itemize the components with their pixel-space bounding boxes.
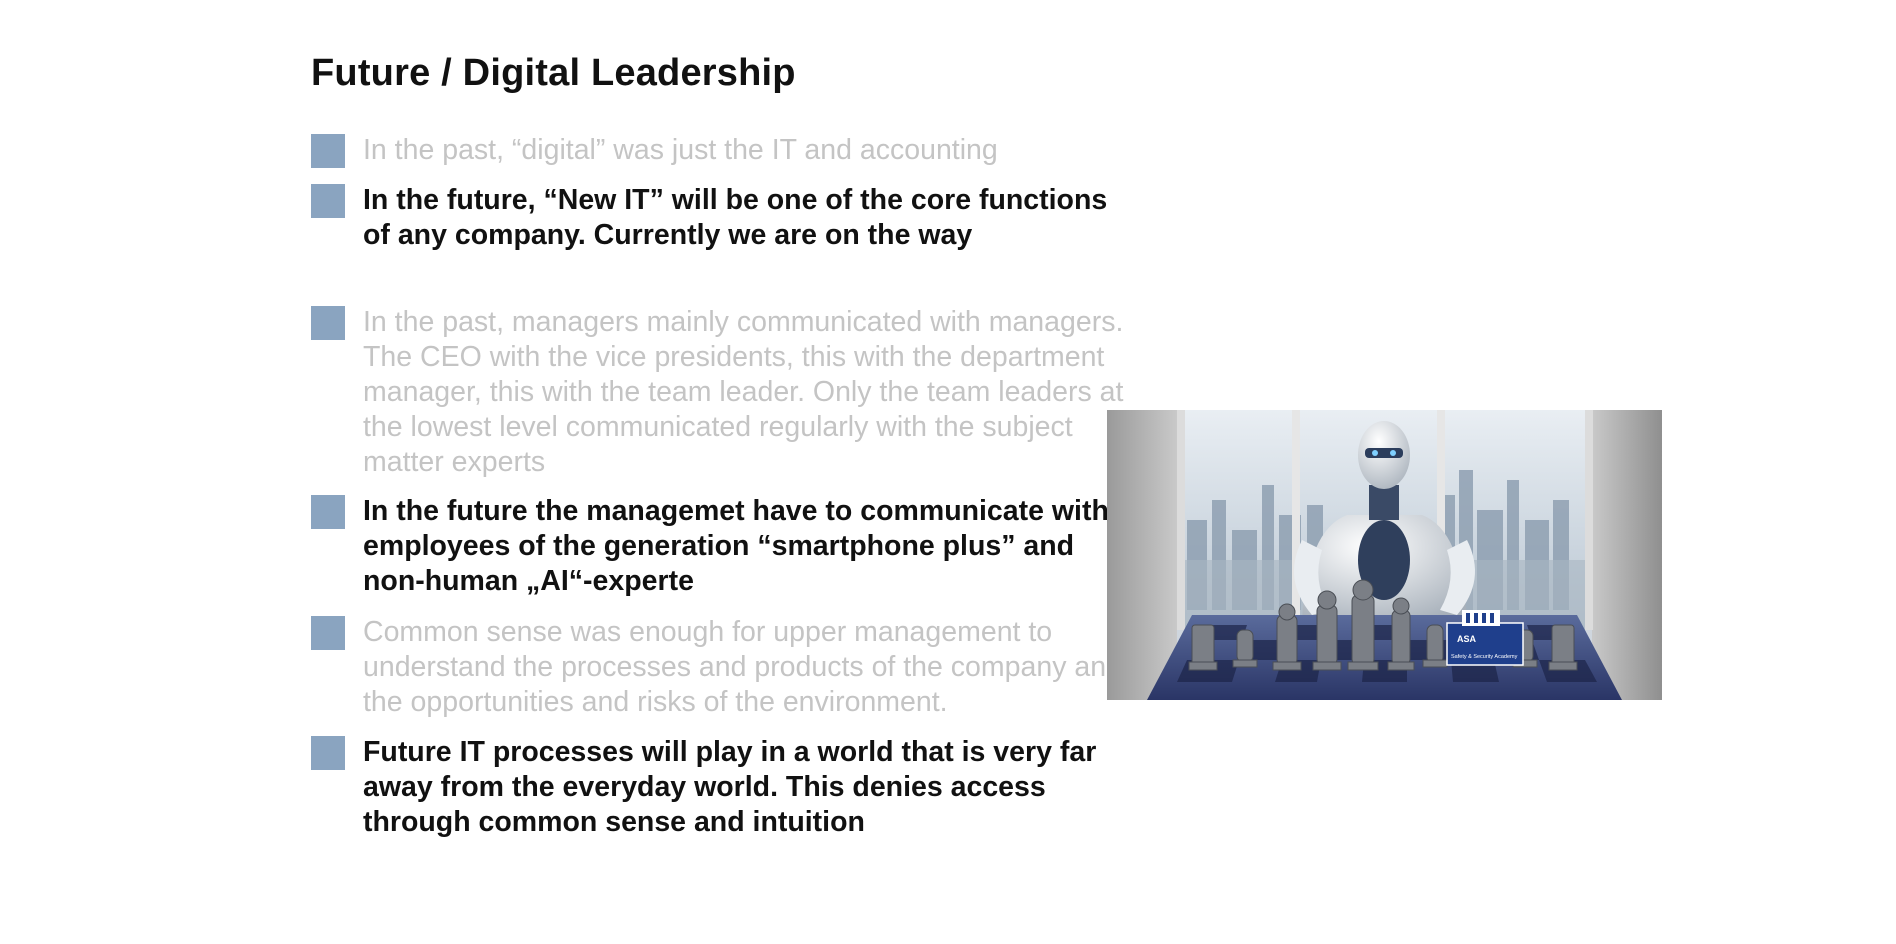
bullet-text: In the past, “digital” was just the IT a… [363, 134, 998, 166]
bullet-text: In the future, “New IT” will be one of t… [363, 184, 1108, 251]
bullet-item: In the past, managers mainly communicate… [311, 305, 1143, 480]
bullet-text: Future IT processes will play in a world… [363, 736, 1097, 838]
bullet-text: Common sense was enough for upper manage… [363, 616, 1122, 718]
bullet-item: In the past, “digital” was just the IT a… [311, 133, 1133, 168]
academy-logo: ASA Safety & Security Academy [1446, 610, 1524, 666]
bullet-text: In the future the managemet have to comm… [363, 495, 1109, 597]
bullet-text: In the past, managers mainly communicate… [363, 306, 1124, 478]
slide-title: Future / Digital Leadership [311, 52, 796, 94]
svg-text:Safety & Security Academy: Safety & Security Academy [1451, 654, 1518, 660]
square-bullet-icon [311, 736, 345, 770]
robot-chess-image: ASA Safety & Security Academy [1107, 410, 1662, 700]
square-bullet-icon [311, 184, 345, 218]
bullet-item: In the future, “New IT” will be one of t… [311, 183, 1113, 253]
bullet-item: Future IT processes will play in a world… [311, 735, 1123, 840]
bullet-item: In the future the managemet have to comm… [311, 494, 1123, 599]
svg-text:ASA: ASA [1457, 634, 1477, 644]
square-bullet-icon [311, 495, 345, 529]
bullet-item: Common sense was enough for upper manage… [311, 615, 1133, 720]
square-bullet-icon [311, 134, 345, 168]
square-bullet-icon [311, 306, 345, 340]
square-bullet-icon [311, 616, 345, 650]
